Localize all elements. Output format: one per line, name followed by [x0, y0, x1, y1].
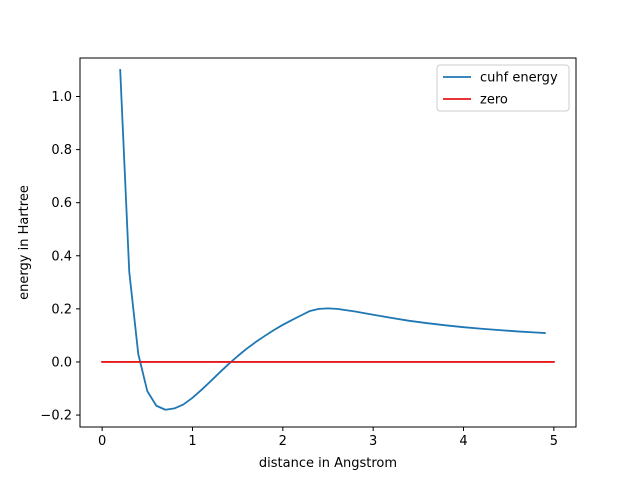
y-tick-label: 0.0 [51, 355, 72, 370]
y-tick-label: 0.8 [51, 143, 72, 158]
plot-area-frame [79, 57, 577, 428]
x-tick-label: 5 [550, 434, 558, 449]
plot-lines [101, 69, 555, 411]
legend-label-0: cuhf energy [480, 71, 558, 86]
series-line-0 [119, 69, 546, 411]
x-tick-label: 1 [188, 434, 196, 449]
x-tick-label: 2 [279, 434, 287, 449]
y-tick-label: 0.4 [51, 249, 72, 264]
x-tick-label: 0 [98, 434, 106, 449]
x-axis-label: distance in Angstrom [259, 456, 397, 471]
y-tick-label: 0.6 [51, 196, 72, 211]
x-tick-label: 3 [369, 434, 377, 449]
legend-label-1: zero [480, 93, 508, 108]
y-tick-label: 0.2 [51, 302, 72, 317]
y-tick-label: 1.0 [51, 90, 72, 105]
x-tick-label: 4 [459, 434, 467, 449]
y-axis-ticks: −0.2 0.0 0.2 0.4 0.6 0.8 1.0 [40, 90, 80, 424]
y-tick-label: −0.2 [40, 409, 72, 424]
y-axis-label: energy in Hartree [17, 185, 32, 300]
legend: cuhf energy zero [436, 64, 570, 112]
x-axis-ticks: 0 1 2 3 4 5 [98, 427, 558, 449]
